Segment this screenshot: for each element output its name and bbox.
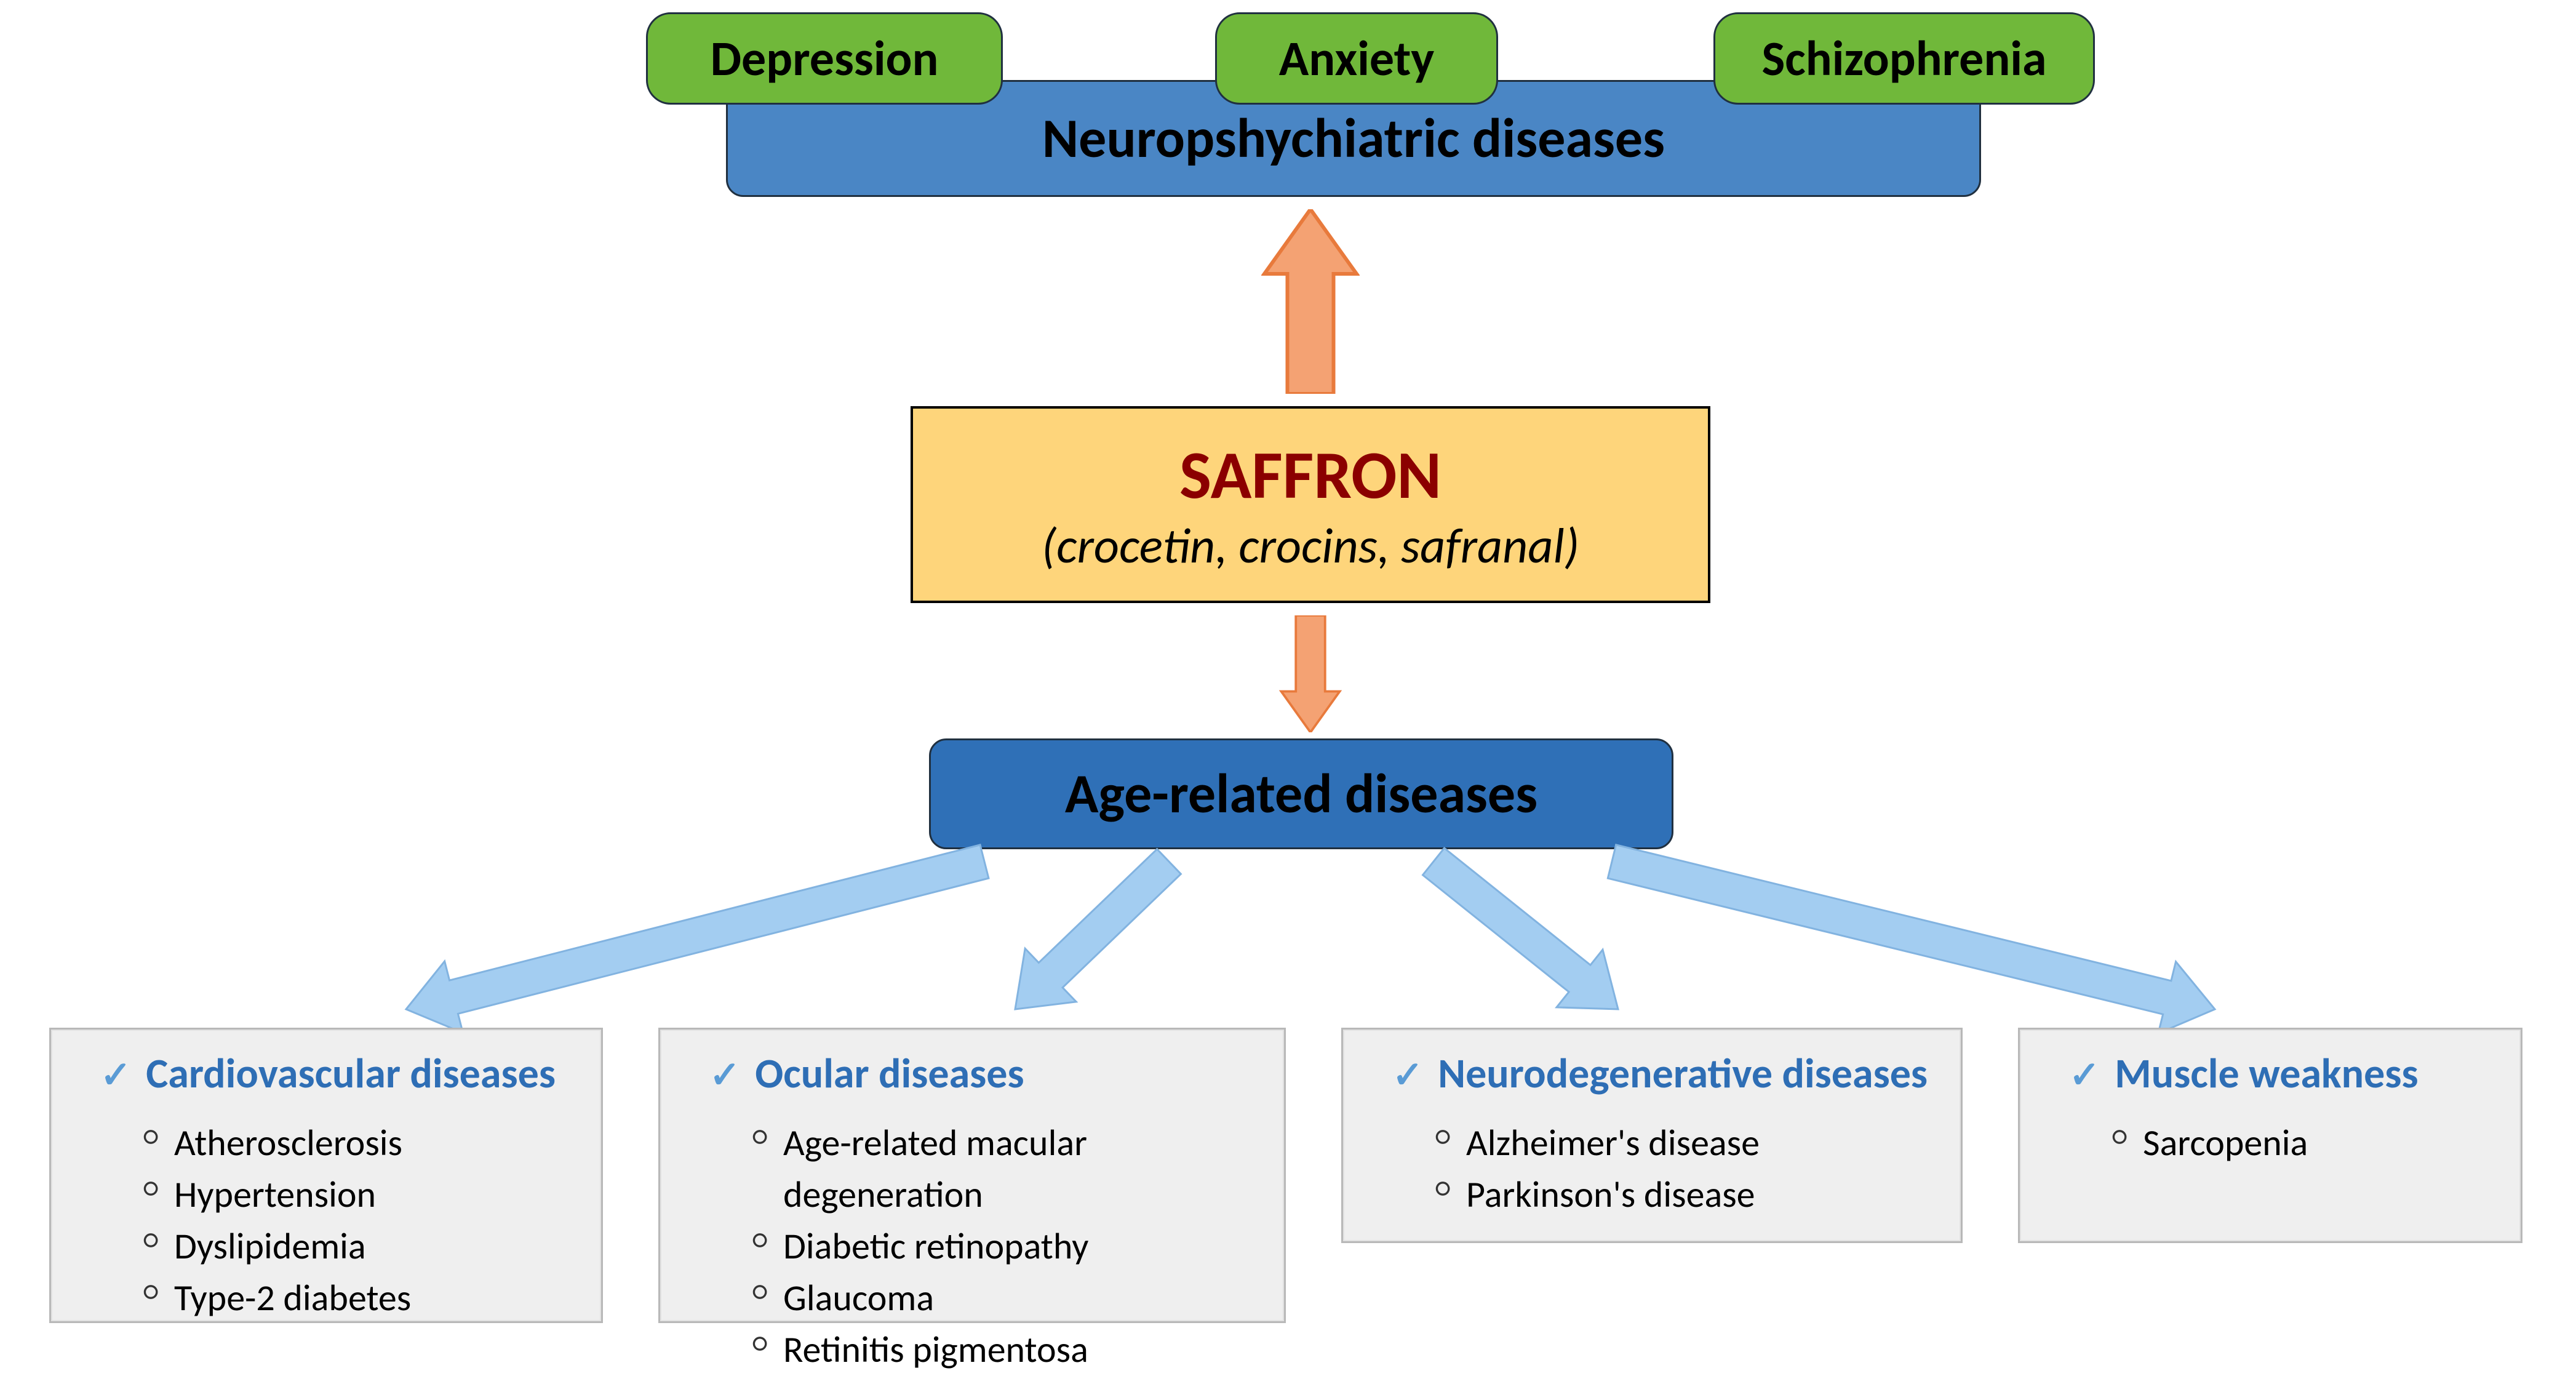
saffron-diagram: Neuropshychiatric diseasesDepressionAnxi… — [0, 0, 2576, 1342]
list-item: Hypertension — [143, 1169, 583, 1221]
check-icon: ✓ — [709, 1053, 740, 1098]
saffron-box: SAFFRON(crocetin, crocins, safranal) — [911, 406, 1710, 603]
check-icon: ✓ — [1392, 1053, 1423, 1098]
list-item: Alzheimer's disease — [1435, 1118, 1942, 1169]
saffron-title: SAFFRON — [1179, 433, 1442, 516]
card-neurodegenerative-diseases: ✓ Neurodegenerative diseases Alzheimer's d… — [1341, 1028, 1963, 1243]
card-muscle-weakness: ✓ Muscle weakness Sarcopenia — [2018, 1028, 2522, 1243]
card-title: ✓ Cardiovascular diseases — [76, 1048, 583, 1099]
saffron-subtitle: (crocetin, crocins, safranal) — [1042, 516, 1579, 576]
card-title: ✓ Muscle weakness — [2044, 1048, 2502, 1099]
card-title-text: Neurodegenerative diseases — [1438, 1048, 1928, 1099]
check-icon: ✓ — [2069, 1053, 2100, 1098]
card-title: ✓ Neurodegenerative diseases — [1368, 1048, 1942, 1099]
list-item: Sarcopenia — [2112, 1118, 2502, 1169]
card-list: Alzheimer's diseaseParkinson's disease — [1435, 1118, 1942, 1221]
list-item: Glaucoma — [752, 1273, 1266, 1324]
list-item: Age-related macular degeneration — [752, 1118, 1266, 1221]
card-list: Sarcopenia — [2112, 1118, 2502, 1169]
card-list: AtherosclerosisHypertensionDyslipidemiaT… — [143, 1118, 583, 1324]
card-cardiovascular-diseases: ✓ Cardiovascular diseases AtherosclerosisH… — [49, 1028, 603, 1323]
card-title-text: Ocular diseases — [755, 1048, 1024, 1099]
list-item: Type-2 diabetes — [143, 1273, 583, 1324]
blue-arrow-a2 — [978, 825, 1206, 1046]
orange-arrow-down — [1261, 615, 1360, 732]
card-title: ✓ Ocular diseases — [685, 1048, 1266, 1099]
check-icon: ✓ — [100, 1053, 131, 1098]
card-title-text: Cardiovascular diseases — [146, 1048, 556, 1099]
orange-arrow-up — [1261, 209, 1360, 394]
list-item: Atherosclerosis — [143, 1118, 583, 1169]
pill-depression: Depression — [646, 12, 1003, 105]
list-item: Retinitis pigmentosa — [752, 1324, 1266, 1376]
pill-schizophrenia: Schizophrenia — [1713, 12, 2095, 105]
list-item: Parkinson's disease — [1435, 1169, 1942, 1221]
card-ocular-diseases: ✓ Ocular diseases Age-related macular dege… — [658, 1028, 1286, 1323]
card-title-text: Muscle weakness — [2115, 1048, 2418, 1099]
blue-arrow-a4 — [1575, 825, 2252, 1046]
card-list: Age-related macular degenerationDiabetic… — [752, 1118, 1266, 1376]
list-item: Dyslipidemia — [143, 1221, 583, 1273]
blue-arrow-a1 — [369, 825, 1021, 1046]
list-item: Diabetic retinopathy — [752, 1221, 1266, 1273]
pill-anxiety: Anxiety — [1215, 12, 1498, 105]
